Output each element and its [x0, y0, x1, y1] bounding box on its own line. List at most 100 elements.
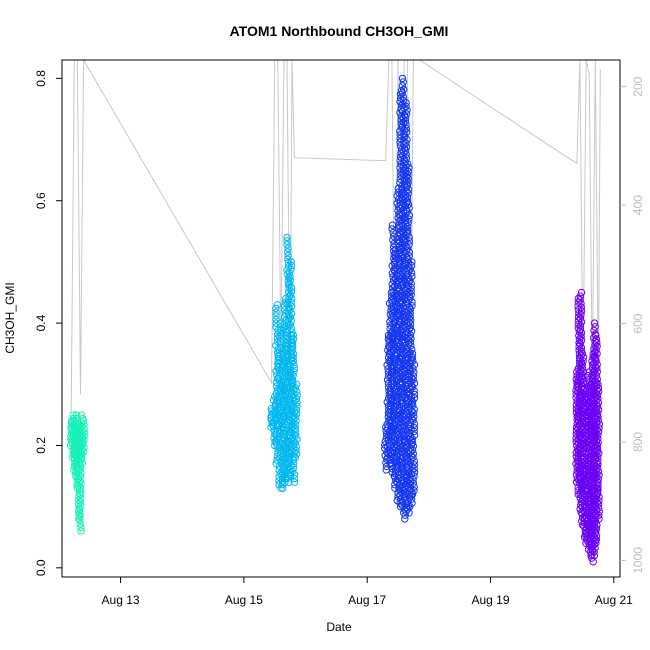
altitude-trace-group [70, 58, 601, 413]
data-point [578, 364, 587, 372]
data-point [404, 171, 412, 179]
data-point [286, 472, 295, 480]
data-point [404, 230, 412, 238]
data-point [292, 417, 300, 425]
data-point [406, 324, 415, 332]
data-point [288, 375, 297, 384]
data-point [289, 467, 297, 475]
data-point [401, 367, 409, 376]
data-point [401, 147, 410, 155]
data-point [409, 357, 417, 365]
data-point [577, 318, 586, 326]
data-point [407, 451, 415, 460]
data-point [576, 325, 585, 333]
data-point [593, 368, 601, 376]
data-point [291, 454, 299, 462]
data-point [594, 475, 602, 483]
data-point [595, 511, 603, 519]
data-point [293, 387, 301, 396]
data-point [76, 505, 84, 514]
data-point [76, 509, 84, 517]
data-point [594, 406, 603, 414]
data-point [405, 233, 413, 242]
data-point [405, 252, 413, 260]
data-point [595, 497, 603, 505]
x-axis-label: Date [326, 620, 352, 634]
data-point [407, 316, 415, 324]
data-point [593, 338, 601, 347]
data-point [408, 438, 417, 447]
data-point [577, 299, 585, 308]
data-point [594, 384, 603, 392]
data-point [402, 124, 410, 133]
data-point [284, 252, 292, 260]
data-point [576, 321, 585, 330]
data-point [406, 276, 414, 284]
data-point [407, 495, 416, 503]
data-point [407, 283, 415, 292]
data-point [403, 135, 411, 144]
y-axis-label: CH3OH_GMI [3, 282, 17, 353]
data-point [289, 335, 298, 343]
data-point [403, 182, 411, 190]
data-point [590, 319, 599, 327]
data-point [592, 536, 600, 544]
data-point [409, 364, 417, 373]
data-point [287, 295, 296, 303]
data-point [594, 489, 602, 498]
data-point [292, 428, 300, 436]
data-point [579, 371, 587, 380]
data-point [75, 471, 83, 479]
data-point [410, 424, 418, 432]
data-point [286, 273, 294, 281]
data-point [290, 364, 299, 373]
data-point [289, 350, 297, 358]
data-point [275, 348, 283, 357]
data-point [388, 280, 396, 288]
data-point [285, 269, 294, 277]
y-tick-label: 0.6 [34, 192, 48, 209]
data-point [410, 409, 418, 417]
data-point [405, 211, 414, 220]
data-point [410, 390, 419, 399]
data-point [593, 375, 601, 383]
data-point [288, 346, 297, 354]
data-point [404, 505, 412, 513]
data-point [409, 383, 417, 391]
data-point [409, 442, 417, 450]
data-point [404, 200, 413, 209]
data-point [292, 395, 300, 403]
data-point [399, 78, 407, 86]
data-point [77, 502, 85, 510]
data-point [78, 456, 86, 464]
data-point [398, 89, 406, 97]
data-point [405, 215, 413, 223]
series-aug-12 [66, 411, 89, 535]
data-point [287, 317, 295, 325]
data-point [77, 418, 86, 427]
data-point [409, 450, 417, 458]
data-point [77, 487, 85, 495]
data-point [403, 106, 411, 114]
data-point [287, 258, 295, 266]
data-point [79, 440, 87, 448]
data-point [576, 314, 585, 322]
data-point [593, 521, 601, 529]
data-point [404, 189, 412, 198]
data-point [272, 312, 280, 320]
data-point [408, 272, 416, 281]
data-point [405, 237, 414, 245]
data-point [77, 523, 85, 532]
data-point [290, 361, 298, 369]
data-point [292, 446, 300, 455]
x-tick-label: Aug 19 [471, 593, 509, 607]
data-point [576, 340, 584, 348]
data-point [272, 304, 280, 313]
data-point [594, 387, 603, 396]
data-point [590, 326, 598, 335]
data-point [401, 158, 409, 166]
data-point [592, 357, 600, 365]
data-point [393, 397, 401, 406]
data-point [594, 435, 602, 443]
